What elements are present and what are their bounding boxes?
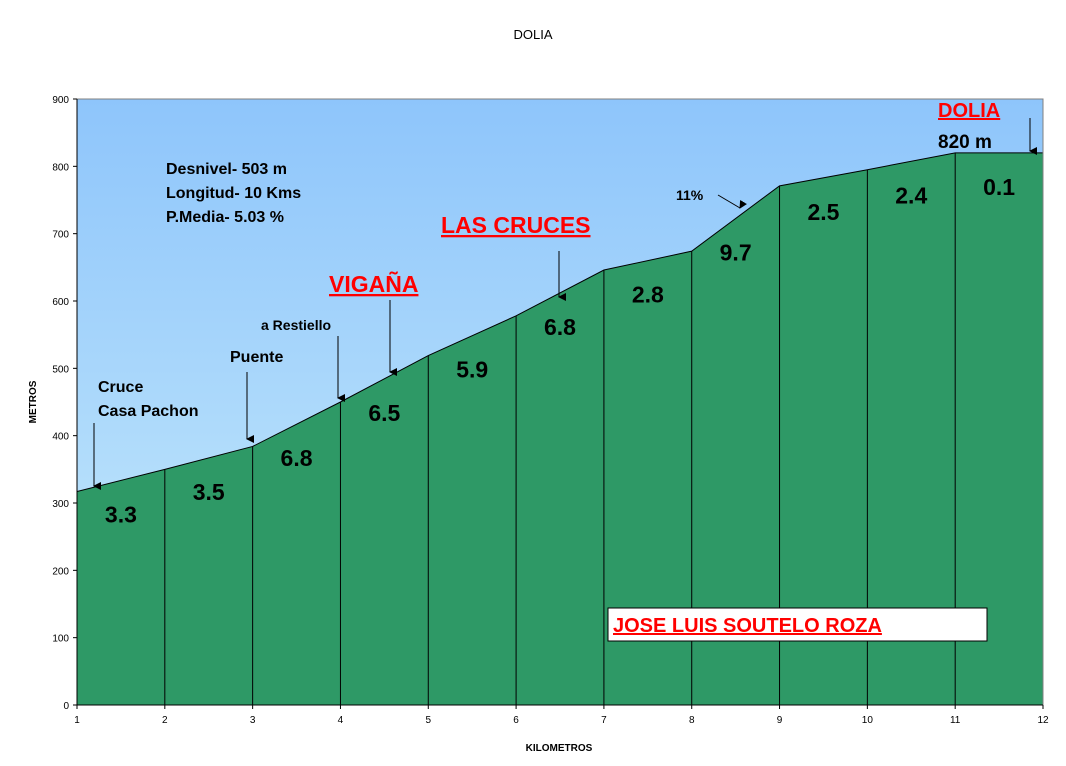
annotation-casa-pachon: Casa Pachon	[98, 403, 198, 420]
segment-grade-label: 6.8	[281, 445, 313, 471]
x-tick-label: 7	[601, 715, 607, 726]
annotation-vigana: VIGAÑA	[329, 270, 418, 297]
x-tick-label: 5	[425, 715, 431, 726]
x-tick-label: 4	[338, 715, 344, 726]
stat-desnivel: Desnivel- 503 m	[166, 161, 287, 178]
segment-grade-label: 6.5	[368, 400, 400, 426]
segment-grade-label: 3.3	[105, 501, 137, 527]
annotation-dolia-elevation: 820 m	[938, 132, 992, 153]
y-tick-label: 600	[52, 297, 69, 308]
author-name: JOSE LUIS SOUTELO ROZA	[613, 615, 882, 637]
x-axis: 1 2 3 4 5 6 7 8 9 10 11 12	[74, 704, 1049, 726]
x-tick-label: 1	[74, 715, 80, 726]
segment-labels: 3.3 3.5 6.8 6.5 5.9 6.8 2.8 9.7 2.5 2.4 0.1	[105, 174, 1015, 528]
annotation-11pct: 11%	[676, 187, 704, 203]
x-tick-label: 11	[950, 715, 961, 726]
x-tick-label: 3	[250, 715, 256, 726]
x-axis-label: KILOMETROS	[526, 743, 593, 754]
stat-pmedia: P.Media- 5.03 %	[166, 209, 284, 226]
y-tick-label: 400	[52, 432, 69, 443]
x-tick-label: 8	[689, 715, 695, 726]
annotation-restiello: a Restiello	[261, 317, 331, 333]
y-tick-label: 500	[52, 364, 69, 375]
segment-grade-label: 2.5	[807, 199, 839, 225]
chart-title: DOLIA	[513, 27, 552, 42]
stat-longitud: Longitud- 10 Kms	[166, 185, 301, 202]
y-axis: 0 100 200 300 400 500 600 700 800 900	[52, 95, 78, 712]
segment-grade-label: 2.4	[895, 182, 927, 208]
x-tick-label: 9	[777, 715, 783, 726]
segment-grade-label: 5.9	[456, 357, 488, 383]
y-tick-label: 200	[52, 566, 69, 577]
annotation-las-cruces: LAS CRUCES	[441, 212, 591, 238]
segment-grade-label: 2.8	[632, 282, 664, 308]
annotation-dolia: DOLIA	[938, 100, 1000, 122]
x-tick-label: 10	[862, 715, 874, 726]
arrow-11pct	[717, 194, 748, 209]
y-tick-label: 300	[52, 499, 69, 510]
y-tick-label: 100	[52, 634, 69, 645]
segment-grade-label: 3.5	[193, 479, 225, 505]
y-tick-label: 700	[52, 230, 69, 241]
segment-grade-label: 6.8	[544, 314, 576, 340]
author-box	[607, 607, 988, 642]
segment-grade-label: 9.7	[720, 240, 752, 266]
x-tick-label: 12	[1037, 715, 1049, 726]
y-tick-label: 800	[52, 162, 69, 173]
y-tick-label: 900	[52, 95, 69, 106]
annotation-puente: Puente	[230, 349, 283, 366]
annotation-cruce: Cruce	[98, 379, 143, 396]
x-tick-label: 2	[162, 715, 168, 726]
segment-grade-label: 0.1	[983, 174, 1015, 200]
x-tick-label: 6	[513, 715, 519, 726]
y-tick-label: 0	[63, 701, 69, 712]
y-axis-label: METROS	[28, 380, 39, 423]
